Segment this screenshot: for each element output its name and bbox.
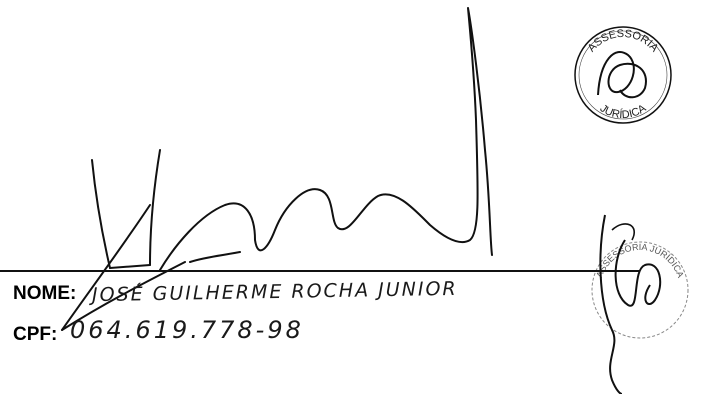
cpf-value: 064.619.778-98 [70, 316, 304, 344]
handwritten-signature [61, 7, 493, 331]
secondary-stamp-text: ASSESSORIA JURÍDICA [594, 242, 686, 279]
stamp-text-bottom: JURÍDICA [598, 102, 649, 121]
signature-line [0, 270, 640, 272]
secondary-stamp: ASSESSORIA JURÍDICA [591, 214, 689, 394]
assessoria-juridica-stamp: ASSESSORIA JURÍDICA [574, 26, 672, 124]
nome-label: NOME: [13, 283, 77, 304]
stamp-text-top: ASSESSORIA [586, 28, 661, 55]
cpf-label: CPF: [13, 324, 58, 345]
